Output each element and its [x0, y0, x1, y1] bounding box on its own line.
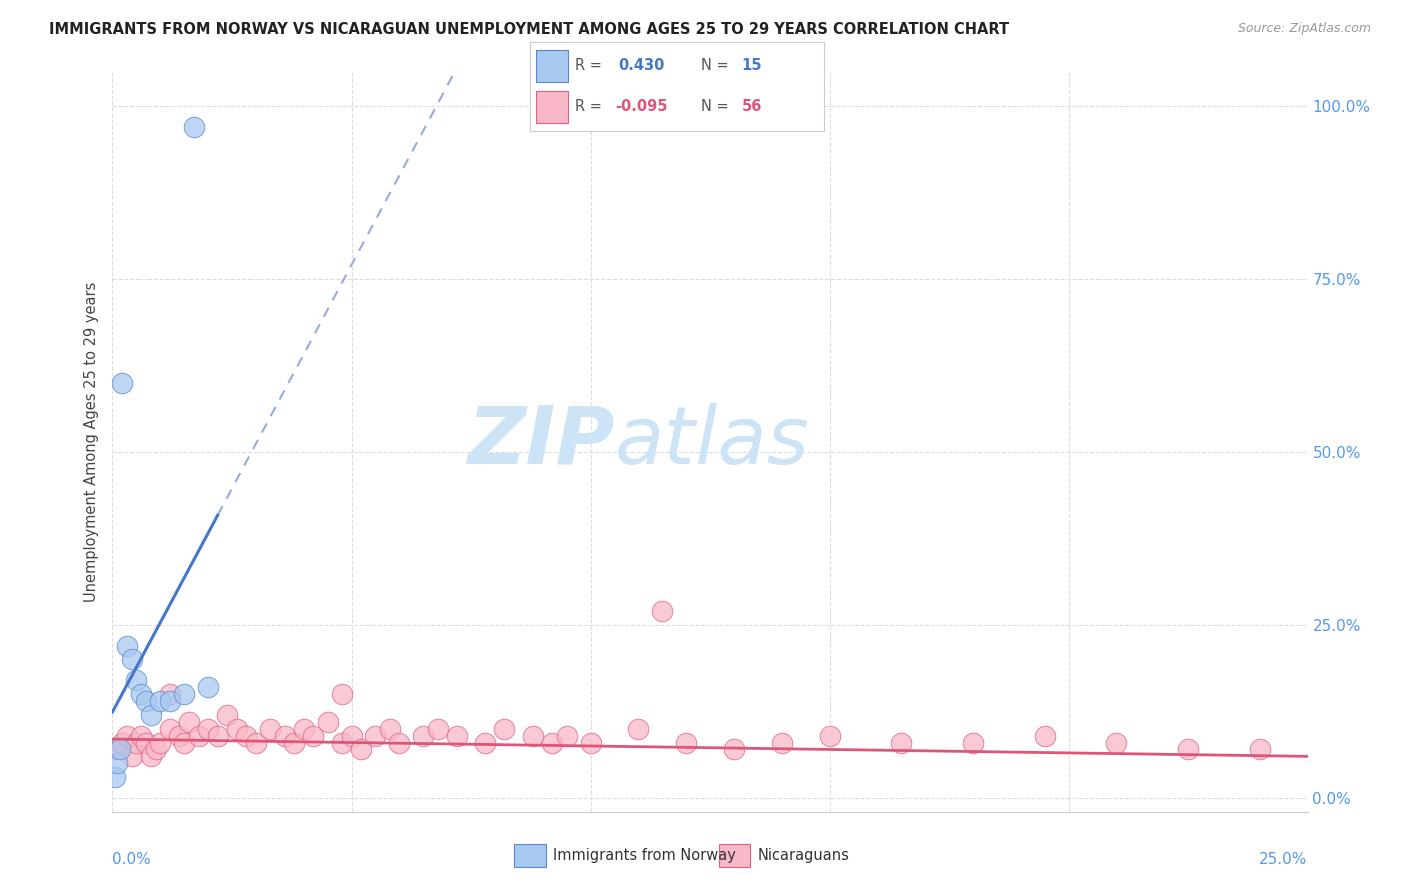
Point [105, 756, 128, 771]
Point [723, 742, 745, 756]
Point [651, 604, 673, 618]
Point [125, 673, 148, 688]
Point [111, 376, 134, 390]
Point [108, 742, 131, 756]
Text: 0.0%: 0.0% [112, 853, 152, 867]
Text: ZIP: ZIP [467, 402, 614, 481]
Point [173, 687, 195, 701]
Point [1177, 742, 1199, 756]
Point [139, 749, 162, 764]
Point [890, 735, 912, 749]
Point [159, 687, 181, 701]
Point [388, 735, 411, 749]
Bar [515, 844, 546, 867]
Bar [536, 50, 568, 82]
Point [121, 652, 143, 666]
Point [129, 687, 152, 701]
Text: -0.095: -0.095 [616, 100, 668, 114]
Point [494, 722, 516, 736]
Text: 56: 56 [742, 100, 762, 114]
Text: R =: R = [575, 58, 602, 73]
Point [169, 729, 191, 743]
Point [316, 714, 339, 729]
Point [474, 735, 496, 749]
Text: IMMIGRANTS FROM NORWAY VS NICARAGUAN UNEMPLOYMENT AMONG AGES 25 TO 29 YEARS CORR: IMMIGRANTS FROM NORWAY VS NICARAGUAN UNE… [49, 22, 1010, 37]
Point [139, 707, 162, 722]
Point [177, 714, 200, 729]
Point [115, 639, 138, 653]
Point [770, 735, 793, 749]
Point [446, 729, 468, 743]
Point [197, 722, 219, 736]
Y-axis label: Unemployment Among Ages 25 to 29 years: Unemployment Among Ages 25 to 29 years [84, 281, 100, 602]
Point [225, 722, 247, 736]
Bar [718, 844, 751, 867]
Point [330, 735, 353, 749]
Point [522, 729, 544, 743]
Point [145, 742, 167, 756]
Point [292, 722, 315, 736]
Text: R =: R = [575, 100, 602, 114]
Point [235, 729, 257, 743]
Point [104, 770, 127, 784]
Point [217, 707, 239, 722]
Point [962, 735, 984, 749]
Point [159, 722, 181, 736]
Point [245, 735, 267, 749]
Text: Source: ZipAtlas.com: Source: ZipAtlas.com [1237, 22, 1371, 36]
Point [129, 729, 152, 743]
Point [105, 742, 128, 756]
Point [364, 729, 387, 743]
Text: Immigrants from Norway: Immigrants from Norway [554, 848, 737, 863]
Text: N =: N = [700, 58, 728, 73]
Point [675, 735, 697, 749]
Point [173, 735, 195, 749]
Bar [536, 91, 568, 123]
Point [187, 729, 209, 743]
Point [135, 735, 157, 749]
Point [541, 735, 564, 749]
Text: Nicaraguans: Nicaraguans [758, 848, 851, 863]
Point [259, 722, 281, 736]
Point [627, 722, 650, 736]
Point [340, 729, 363, 743]
Text: 0.430: 0.430 [619, 58, 665, 73]
Point [121, 749, 143, 764]
Point [283, 735, 305, 749]
Point [412, 729, 434, 743]
Point [149, 735, 172, 749]
Point [183, 120, 205, 134]
Point [149, 694, 172, 708]
Text: 15: 15 [742, 58, 762, 73]
Point [555, 729, 578, 743]
Text: N =: N = [700, 100, 728, 114]
Point [159, 694, 181, 708]
Point [111, 735, 134, 749]
Text: atlas: atlas [614, 402, 810, 481]
Point [135, 694, 157, 708]
Point [1033, 729, 1056, 743]
Point [330, 687, 353, 701]
Point [350, 742, 373, 756]
Point [197, 680, 219, 694]
Point [273, 729, 295, 743]
Text: 25.0%: 25.0% [1260, 853, 1308, 867]
Point [125, 735, 148, 749]
Point [207, 729, 229, 743]
Point [1105, 735, 1128, 749]
Point [426, 722, 449, 736]
Point [378, 722, 401, 736]
Point [1249, 742, 1271, 756]
Point [818, 729, 841, 743]
Point [302, 729, 325, 743]
Point [115, 729, 138, 743]
Point [579, 735, 602, 749]
